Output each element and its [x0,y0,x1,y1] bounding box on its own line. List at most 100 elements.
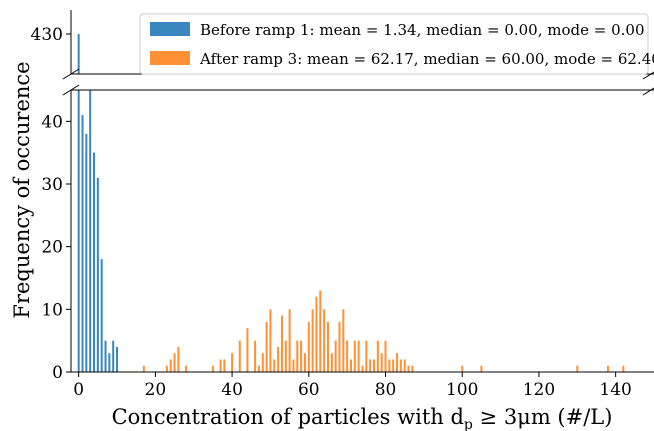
bar-series1-x28 [185,365,188,372]
y-tick-label-40: 40 [41,112,63,132]
bar-series1-x72 [353,340,356,372]
lower-right-break-mark [642,87,654,96]
bar-series1-x56 [292,359,295,372]
y-tick-label-20: 20 [41,238,63,258]
upper-bars [77,34,80,74]
x-tick-label-60: 60 [298,380,320,400]
bar-series1-x77 [373,359,376,372]
bar-series1-x62 [315,296,318,372]
bar-series1-x58 [300,340,303,372]
bar-series1-x70 [346,340,349,372]
bar-series0-x6 [100,259,103,372]
bar-series1-x85 [403,359,406,372]
bar-series1-x44 [246,328,249,372]
bar-series1-x50 [269,309,272,372]
bar-series0-x7 [104,340,107,372]
bar-series1-x55 [288,309,291,372]
lower-bars [77,90,625,372]
lower-y-ticks: 0 10 20 30 40 [41,112,71,383]
bar-series1-x82 [392,359,395,372]
bar-series1-x80 [384,340,387,372]
bar-series1-x53 [280,315,283,372]
bar-series1-x37 [219,359,222,372]
x-axis-label-subscript: p [464,417,473,431]
bar-series0-x2 [85,133,88,372]
bar-series1-x54 [284,340,287,372]
bar-series1-x63 [319,290,322,372]
legend-label-after: After ramp 3: mean = 62.17, median = 60.… [199,50,654,68]
x-tick-label-20: 20 [145,380,167,400]
bar-series1-x142 [622,365,625,372]
bar-upper-series0-x0 [77,34,80,74]
legend-swatch-after [150,51,190,65]
y-upper-tick-label-430: 430 [31,25,63,45]
bar-series1-x49 [265,321,268,372]
x-axis-label-tail: ≥ 3μm (#/L) [473,405,613,429]
lower-left-break-mark [62,84,80,96]
bar-series1-x47 [257,365,260,372]
x-axis-label-main: Concentration of particles with d [112,405,464,429]
legend-frame [139,13,649,75]
legend-swatch-before [150,22,190,36]
bar-series1-x26 [177,346,180,372]
bar-series1-x17 [142,365,145,372]
x-tick-label-0: 0 [73,380,84,400]
bar-series0-x10 [116,346,119,372]
bar-series1-x74 [361,365,364,372]
y-axis-label: Frequency of occurence [10,61,34,318]
upper-right-break-mark [642,71,654,80]
y-tick-label-0: 0 [52,363,63,383]
bar-series0-x5 [96,177,99,372]
bar-series1-x76 [369,359,372,372]
bar-series1-x40 [231,353,234,372]
bar-series1-x130 [576,365,579,372]
x-tick-label-40: 40 [221,380,243,400]
bar-series1-x59 [303,353,306,372]
bar-series1-x87 [411,365,414,372]
bar-series1-x105 [480,365,483,372]
bar-series0-x9 [112,340,115,372]
legend-label-before: Before ramp 1: mean = 1.34, median = 0.0… [200,21,645,39]
x-tick-label-80: 80 [375,380,397,400]
bar-series0-x8 [108,353,111,372]
bar-series1-x71 [349,359,352,372]
legend: Before ramp 1: mean = 1.34, median = 0.0… [139,13,654,75]
bar-series1-x25 [173,353,176,372]
bar-series1-x68 [338,321,341,372]
bar-series1-x64 [323,309,326,372]
bar-series0-x0 [77,90,80,372]
bar-series1-x78 [376,340,379,372]
bar-series1-x86 [407,365,410,372]
bar-series1-x66 [330,353,333,372]
bar-series1-x100 [461,365,464,372]
bar-series1-x46 [254,340,257,372]
bar-series1-x23 [165,365,168,372]
x-axis-label: Concentration of particles with dp ≥ 3μm… [112,405,613,431]
upper-y-ticks: 430 [31,25,71,45]
x-tick-label-100: 100 [446,380,478,400]
bar-series1-x51 [273,359,276,372]
bar-series1-x61 [311,309,314,372]
y-tick-label-30: 30 [41,175,63,195]
x-tick-label-140: 140 [599,380,631,400]
lower-panel: 0 10 20 30 40 0 20 40 60 80 100 120 140 [41,84,654,400]
bar-series1-x42 [238,340,241,372]
bar-series1-x60 [307,321,310,372]
x-ticks: 0 20 40 60 80 100 120 140 [73,372,632,400]
bar-series1-x65 [326,321,329,372]
y-tick-label-10: 10 [41,300,63,320]
bar-series1-x75 [365,340,368,372]
bar-series1-x24 [169,359,172,372]
bar-series1-x57 [296,340,299,372]
bar-series0-x3 [89,90,92,372]
bar-series1-x69 [342,309,345,372]
x-tick-label-120: 120 [523,380,555,400]
bar-series0-x4 [93,152,96,372]
bar-series1-x38 [223,359,226,372]
bar-series1-x48 [261,353,264,372]
bar-series1-x79 [380,353,383,372]
bar-series1-x73 [357,340,360,372]
bar-series1-x81 [388,359,391,372]
bar-series1-x35 [211,365,214,372]
